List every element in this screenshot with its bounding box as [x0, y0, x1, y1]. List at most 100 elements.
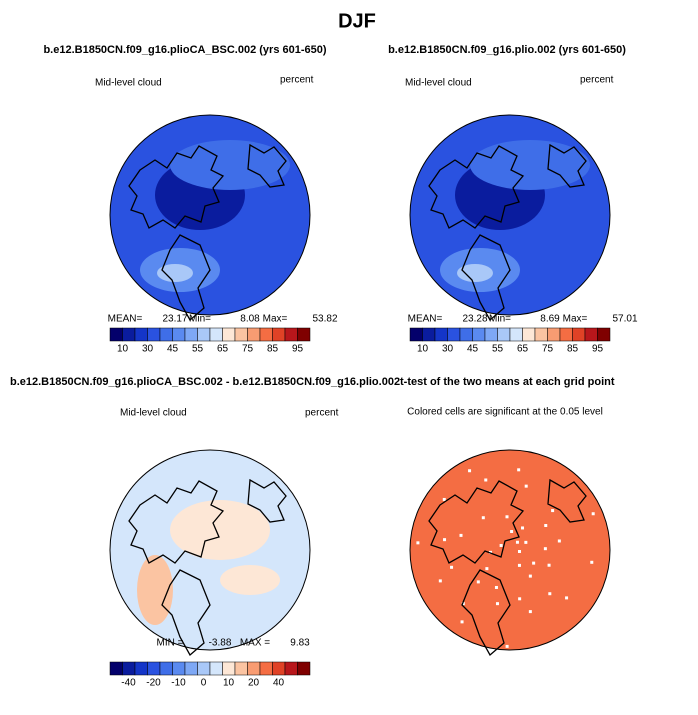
nonsignificant-cell	[505, 515, 509, 519]
colorbar-box	[109, 327, 123, 342]
contour-region	[220, 565, 280, 595]
nonsignificant-cell	[476, 580, 480, 584]
colorbar-box	[197, 661, 211, 676]
colorbar-box	[534, 327, 548, 342]
colorbar-box	[422, 327, 436, 342]
map-border	[109, 114, 311, 316]
colorbar-box	[259, 661, 273, 676]
colorbar-box	[472, 327, 486, 342]
nonsignificant-cell	[460, 620, 464, 624]
panel-title: t-test of the two means at each grid poi…	[400, 376, 615, 388]
colorbar-label: 85	[267, 344, 279, 355]
colorbar-box	[509, 327, 523, 342]
coastline	[128, 478, 287, 657]
stat-text: Max=	[563, 314, 588, 325]
colorbar-box	[284, 661, 298, 676]
stat-text: 53.82	[312, 314, 337, 325]
panel-title: b.e12.B1850CN.f09_g16.plioCA_BSC.002 (yr…	[43, 44, 326, 56]
units-label: percent	[305, 408, 339, 419]
map-border	[409, 114, 611, 316]
colorbar-box	[209, 661, 223, 676]
colorbar-box	[234, 327, 248, 342]
colorbar-label: 45	[467, 344, 479, 355]
stat-text: -3.88	[209, 638, 232, 649]
nonsignificant-cell	[416, 541, 420, 545]
colorbar-label: 0	[201, 678, 207, 689]
nonsignificant-cell	[524, 484, 528, 488]
colorbar-label: 75	[242, 344, 254, 355]
stat-text: 57.01	[612, 314, 637, 325]
nonsignificant-cell	[485, 567, 489, 571]
colorbar-box	[122, 327, 136, 342]
panel-title: b.e12.B1850CN.f09_g16.plioCA_BSC.002 - b…	[10, 376, 400, 388]
coastline	[128, 143, 287, 322]
nonsignificant-cell	[442, 497, 446, 501]
nonsignificant-cell	[518, 597, 522, 601]
stat-text: MIN =	[157, 638, 184, 649]
colorbar-box	[484, 327, 498, 342]
colorbar-box	[459, 327, 473, 342]
field-label: Mid-level cloud	[405, 78, 472, 89]
nonsignificant-cell	[544, 523, 548, 527]
colorbar-box	[272, 661, 286, 676]
colorbar-box	[209, 327, 223, 342]
nonsignificant-cell	[547, 563, 551, 567]
colorbar-label: 95	[292, 344, 304, 355]
contour-region	[457, 264, 493, 282]
colorbar-box	[159, 661, 173, 676]
panel-subtitle: Colored cells are significant at the 0.0…	[407, 407, 603, 418]
colorbar-box	[222, 661, 236, 676]
colorbar-box	[134, 327, 148, 342]
colorbar-box	[559, 327, 573, 342]
nonsignificant-cell	[468, 469, 472, 473]
nonsignificant-cell	[438, 579, 442, 583]
colorbar-box	[147, 661, 161, 676]
stat-text: 23.17	[162, 314, 187, 325]
colorbar-box	[159, 327, 173, 342]
colorbar-box	[134, 661, 148, 676]
nonsignificant-cell	[459, 533, 463, 537]
nonsignificant-cell	[481, 516, 485, 520]
colorbar-box	[497, 327, 511, 342]
colorbar-box	[172, 327, 186, 342]
colorbar-box	[447, 327, 461, 342]
contour-region	[170, 500, 270, 560]
nonsignificant-cell	[532, 561, 536, 565]
colorbar-box	[259, 327, 273, 342]
colorbar-label: 85	[567, 344, 579, 355]
units-label: percent	[580, 75, 614, 86]
colorbar-label: 40	[273, 678, 285, 689]
colorbar-label: 10	[417, 344, 429, 355]
nonsignificant-cell	[489, 550, 493, 554]
contour-region	[170, 140, 290, 190]
nonsignificant-cell	[548, 592, 552, 596]
colorbar-box	[172, 661, 186, 676]
map-border	[109, 449, 311, 651]
panel-title: b.e12.B1850CN.f09_g16.plio.002 (yrs 601-…	[388, 44, 626, 56]
contour-region	[470, 140, 590, 190]
colorbar-label: 95	[592, 344, 604, 355]
colorbar-box	[297, 661, 311, 676]
stat-text: MEAN=	[408, 314, 443, 325]
coastline	[428, 143, 587, 322]
nonsignificant-cell	[515, 540, 519, 544]
coastline	[428, 478, 587, 657]
colorbar-label: 20	[248, 678, 260, 689]
colorbar-box	[272, 327, 286, 342]
nonsignificant-cell	[450, 565, 454, 569]
colorbar-label: 65	[217, 344, 229, 355]
figure-title: DJF	[338, 10, 376, 32]
nonsignificant-cell	[528, 610, 532, 614]
colorbar-box	[184, 327, 198, 342]
nonsignificant-cell	[517, 468, 521, 472]
units-label: percent	[280, 75, 314, 86]
stat-text: 9.83	[290, 638, 310, 649]
field-label: Mid-level cloud	[95, 78, 162, 89]
colorbar-label: 10	[117, 344, 129, 355]
map-border	[409, 449, 611, 651]
nonsignificant-cell	[505, 644, 509, 648]
colorbar-box	[109, 661, 123, 676]
nonsignificant-cell	[461, 602, 465, 606]
nonsignificant-cell	[565, 596, 569, 600]
